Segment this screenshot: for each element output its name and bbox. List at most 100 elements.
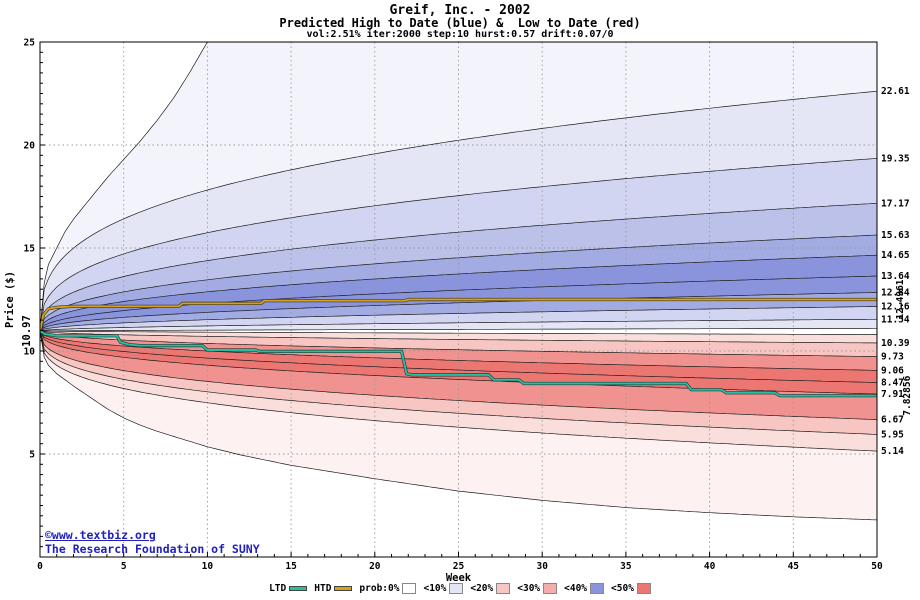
watermark-org: The Research Foundation of SUNY: [45, 541, 260, 556]
y-tick-label: 5: [29, 450, 35, 461]
legend-label: HTD: [314, 583, 332, 594]
boundary-line: [40, 330, 877, 395]
prob-band: [40, 331, 877, 520]
htd-line: [40, 297, 877, 332]
legend-swatch-box: [402, 583, 417, 594]
boundary-line: [40, 330, 877, 344]
band-end-label: 12.84: [881, 287, 910, 298]
prob-band: [40, 276, 877, 331]
prob-band: [40, 306, 877, 331]
band-end-label: 11.54: [881, 314, 910, 325]
x-tick-label: 25: [453, 561, 465, 572]
prob-band: [40, 331, 877, 395]
legend-swatch-box: [590, 583, 605, 594]
boundary-line: [40, 42, 208, 332]
band-end-label: 10.39: [881, 338, 910, 349]
legend-swatch-box: [449, 583, 464, 594]
band-end-label: 22.61: [881, 86, 910, 97]
y-tick-label: 25: [24, 38, 36, 49]
x-tick-label: 0: [37, 561, 43, 572]
prob-band: [40, 331, 877, 420]
prob-band: [40, 319, 877, 331]
prob-band: [40, 158, 877, 331]
boundary-line: [40, 254, 877, 332]
prob-band: [40, 255, 877, 331]
legend-label: <20%: [470, 583, 494, 594]
legend-label: <10%: [423, 583, 447, 594]
boundary-line: [40, 292, 877, 332]
x-tick-label: 40: [704, 561, 716, 572]
legend-label: LTD: [269, 583, 287, 594]
boundary-line: [40, 234, 877, 332]
x-tick-label: 5: [121, 561, 127, 572]
legend-item-30: <30%: [517, 583, 558, 594]
ltd-end-label: 7.82856: [902, 375, 913, 415]
band-end-label: 17.17: [881, 198, 910, 209]
legend-swatch-line: [289, 586, 308, 591]
band-end-label: 12.16: [881, 302, 910, 313]
legend-label: <40%: [564, 583, 588, 594]
boundary-line: [40, 330, 877, 383]
legend-item-prob0: prob:0%: [359, 583, 417, 594]
boundary-line: [40, 202, 877, 332]
prob-band: [40, 203, 877, 331]
y-tick-label: 10: [24, 347, 36, 358]
htd-end-label: 12.4961: [895, 279, 906, 319]
boundary-line: [40, 330, 877, 335]
boundary-line: [40, 90, 877, 332]
band-end-label: 19.35: [881, 153, 910, 164]
right-axis-labels: 22.61 19.35 17.17 15.63 14.65 13.64 12.84 12.16…: [881, 86, 913, 457]
boundary-line: [40, 330, 877, 435]
x-tick-label: 35: [620, 561, 632, 572]
plot-area: [40, 42, 877, 557]
chart-subtitle: Predicted High to Date (blue) & Low to D…: [279, 16, 641, 30]
legend-swatch-line: [334, 586, 353, 591]
boundary-line: [40, 330, 877, 420]
boundary-line: [40, 158, 877, 332]
boundary-line: [40, 330, 877, 452]
chart-legend: LTD HTD prob:0% <10% <20% <30% <40% <50%: [0, 583, 920, 594]
legend-item-20: <20%: [470, 583, 511, 594]
prob-band: [40, 42, 877, 331]
x-axis-title: Week: [446, 572, 472, 584]
chart-params: vol:2.51% iter:2000 step:10 hurst:0.57 d…: [306, 29, 614, 40]
band-end-label: 14.65: [881, 250, 910, 261]
x-tick-label: 30: [536, 561, 548, 572]
band-end-label: 15.63: [881, 230, 910, 241]
chart-title: Greif, Inc. - 2002: [389, 3, 531, 18]
legend-item-10: <10%: [423, 583, 464, 594]
watermark-url[interactable]: ©www.textbiz.org: [45, 528, 156, 542]
ltd-line: [40, 329, 877, 398]
band-end-label: 5.95: [881, 429, 904, 440]
legend-swatch-box: [543, 583, 558, 594]
legend-label: prob:0%: [359, 583, 400, 594]
boundary-line: [40, 330, 877, 357]
band-end-label: 9.06: [881, 365, 904, 376]
legend-item-50: <50%: [611, 583, 651, 594]
legend-item-htd: HTD: [314, 583, 353, 594]
legend-swatch-box: [636, 583, 651, 594]
legend-item-ltd: LTD: [269, 583, 308, 594]
start-price-label: 10.97: [21, 315, 33, 347]
prob-band: [40, 331, 877, 435]
y-axis-title: Price ($): [4, 271, 16, 328]
boundary-line: [40, 306, 877, 332]
y-tick-label: 15: [24, 244, 36, 255]
boundary-lines: [40, 42, 877, 521]
prob-band: [40, 292, 877, 331]
prob-band: [40, 91, 877, 331]
boundary-line: [40, 318, 877, 332]
band-end-label: 9.73: [881, 352, 904, 363]
legend-item-40: <40%: [564, 583, 605, 594]
boundary-line: [40, 330, 877, 521]
y-tick-label: 20: [24, 141, 36, 152]
x-tick-label: 45: [788, 561, 800, 572]
legend-swatch-box: [496, 583, 511, 594]
watermark: ©www.textbiz.org The Research Foundation…: [45, 528, 260, 556]
band-end-label: 7.91: [881, 389, 904, 400]
legend-label: <50%: [611, 583, 634, 594]
axis-ticks: [39, 41, 878, 558]
band-end-label: 8.47: [881, 378, 904, 389]
